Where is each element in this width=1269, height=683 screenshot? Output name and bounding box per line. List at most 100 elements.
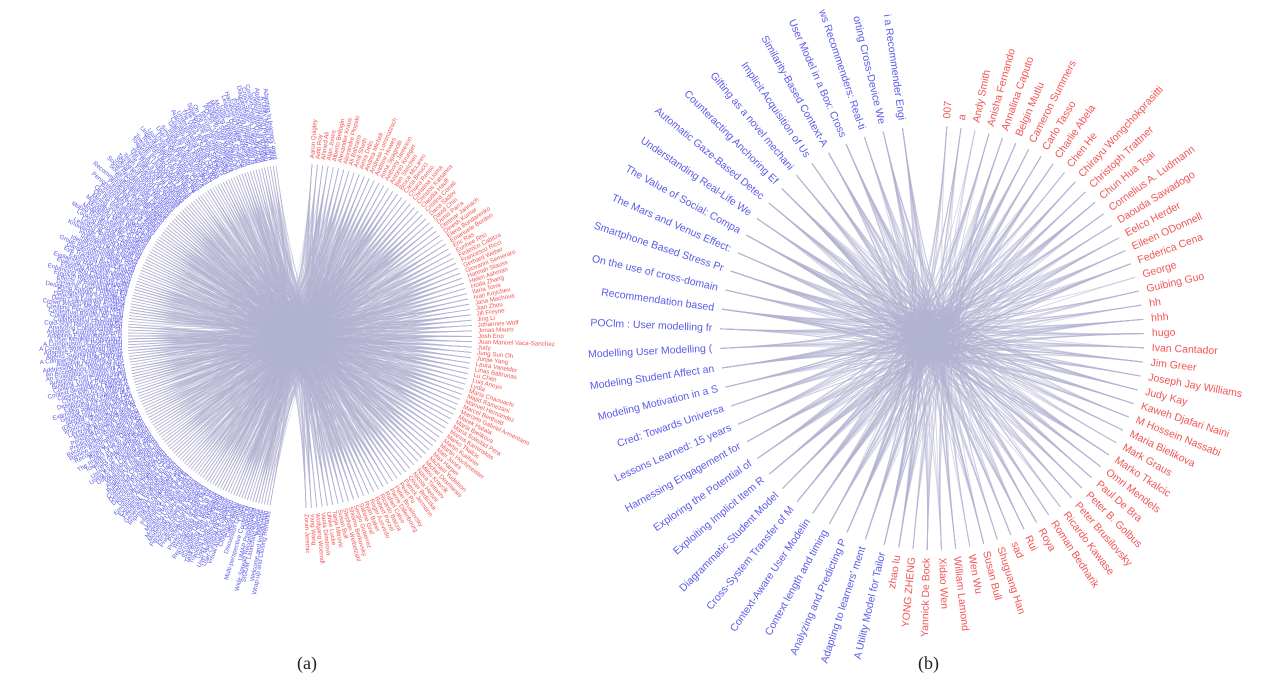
edge — [769, 311, 1061, 508]
edge — [746, 137, 1003, 364]
edge — [255, 171, 350, 503]
author-node-label[interactable]: Jonas Mauro — [478, 326, 515, 334]
author-node-label[interactable]: Lydia — [470, 383, 486, 394]
author-node-label[interactable]: zhao lu — [886, 554, 903, 589]
paper-node-label[interactable]: Lunch — [237, 504, 249, 523]
edge — [164, 229, 456, 410]
edge — [863, 136, 985, 544]
author-node-label[interactable]: Johannes Wolf — [477, 319, 518, 328]
panel-b-caption: (b) — [918, 653, 939, 673]
edge — [128, 323, 440, 438]
edge — [737, 250, 1126, 351]
edge — [128, 315, 472, 353]
edge — [132, 267, 459, 357]
edge — [768, 202, 1120, 317]
edge — [261, 263, 457, 504]
edge — [738, 337, 1092, 478]
edge — [828, 152, 1139, 339]
edge — [236, 272, 461, 496]
edge — [136, 325, 468, 391]
paper-node-label[interactable]: i a Recommender Engi — [881, 13, 908, 120]
author-node-label[interactable]: Aaron Quigley — [309, 118, 319, 159]
edge — [725, 225, 1112, 388]
edge — [207, 166, 329, 482]
paper-node-label[interactable]: Recommendation based — [600, 286, 715, 313]
edge — [244, 166, 329, 342]
paper-node-label[interactable]: A Comparison of User Model — [43, 339, 122, 349]
author-node-label[interactable]: hugo — [1152, 327, 1176, 339]
author-node-label[interactable]: a — [956, 113, 969, 121]
edge — [721, 290, 1139, 347]
edge — [255, 169, 433, 446]
author-node-label[interactable]: Jian Zhou — [475, 301, 503, 312]
author-node-label[interactable]: Wen Wu — [966, 553, 985, 595]
author-node-label[interactable]: Jim Greer — [1150, 357, 1198, 374]
edge — [725, 289, 1050, 516]
panel-b-edge-bundles — [720, 126, 1145, 550]
edge — [228, 244, 446, 493]
edge — [757, 335, 1134, 459]
edge — [720, 328, 1037, 523]
paper-node-label[interactable]: Cold-Start Recommendation — [44, 319, 123, 330]
edge — [720, 181, 1076, 349]
author-node-label[interactable]: Jill Freyne — [476, 307, 505, 317]
author-node-label[interactable]: 007 — [941, 100, 954, 118]
edge — [731, 318, 1144, 407]
paper-node-label[interactable]: A Context-Aware Recommend — [39, 342, 123, 353]
author-node-label[interactable]: Judy — [477, 344, 491, 352]
edge — [746, 149, 1030, 338]
author-node-label[interactable]: Josh Eno — [478, 333, 504, 340]
edge — [756, 218, 1120, 352]
author-node-label[interactable]: Xidao Wen — [936, 558, 950, 610]
author-node-label[interactable]: hhh — [1151, 311, 1170, 325]
author-node-label[interactable]: Zoran Jeremic — [303, 514, 311, 554]
author-node-label[interactable]: hh — [1148, 296, 1162, 310]
author-node-label[interactable]: Ivan Cantador — [1152, 342, 1219, 357]
edge — [160, 356, 464, 438]
edge — [781, 188, 1129, 418]
edge — [756, 218, 1141, 377]
author-node-label[interactable]: Wolfgang Woerndl — [314, 513, 326, 564]
edge — [846, 133, 990, 533]
edge — [170, 222, 349, 502]
author-node-label[interactable]: Alan Jones — [326, 130, 338, 161]
edge — [169, 248, 449, 450]
edge — [846, 317, 929, 550]
paper-node-label[interactable]: A User Modeling Approach — [49, 336, 123, 344]
author-node-label[interactable]: Yannick De Bock — [919, 557, 933, 637]
author-node-label[interactable]: Jing Li — [477, 315, 495, 324]
edge — [129, 312, 446, 429]
edge — [131, 314, 471, 372]
author-node-label[interactable]: Rui — [1022, 534, 1040, 553]
author-node-label[interactable]: Jung Sun Oh — [477, 350, 514, 360]
author-node-label[interactable]: Junjie Yang — [476, 355, 509, 366]
edge — [725, 289, 1145, 351]
edge — [811, 163, 1145, 356]
edge — [155, 241, 379, 490]
paper-node-label[interactable]: Adaptive Learning Systems — [47, 328, 122, 336]
paper-node-label[interactable]: Collaborative Filtering Ba — [53, 316, 123, 328]
edge — [796, 316, 927, 548]
edge — [845, 144, 1142, 347]
author-node-label[interactable]: YONG ZHENG — [900, 557, 918, 628]
author-node-label[interactable]: Ahmed Ali — [320, 132, 331, 161]
author-node-label[interactable]: sad — [1008, 540, 1025, 560]
edge — [731, 356, 1134, 407]
edge — [883, 360, 936, 548]
paper-node-label[interactable]: Modelling User Modelling ( — [588, 342, 713, 360]
edge — [244, 173, 415, 338]
author-node-label[interactable]: Juan Manuel Vaca-Sanchez — [478, 339, 555, 349]
paper-node-label[interactable]: Analyzing Collaborative Sk — [48, 324, 123, 334]
author-node-label[interactable]: Aditi Roy — [315, 133, 325, 159]
edge — [746, 354, 1138, 443]
edge — [143, 314, 461, 408]
edge — [132, 295, 411, 469]
paper-node-label[interactable]: POClm : User modelling fr — [590, 317, 713, 334]
paper-node-label[interactable]: Adapting Explanations to U — [47, 333, 122, 340]
edge — [225, 166, 329, 332]
edge — [247, 272, 461, 500]
author-node-label[interactable]: Yang Wang — [308, 513, 317, 546]
edge — [241, 253, 452, 499]
